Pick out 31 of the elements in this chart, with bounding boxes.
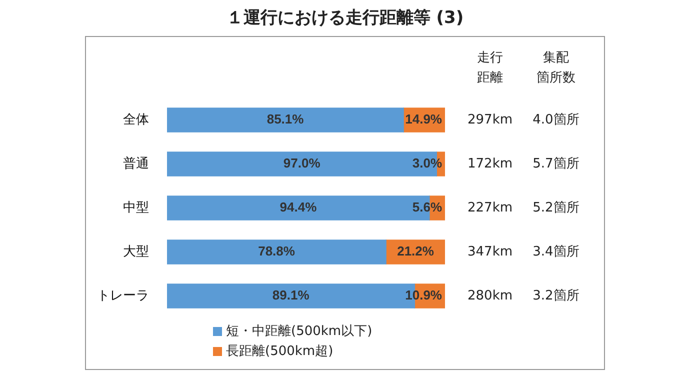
- data-label: 85.1%: [266, 112, 304, 127]
- data-label: 21.2%: [397, 244, 434, 259]
- legend-label: 長距離(500km超): [226, 343, 334, 360]
- data-label: 89.1%: [272, 288, 310, 303]
- y-tick-label: 普通: [123, 155, 149, 172]
- text: 走行: [477, 50, 503, 66]
- text: 距離: [477, 70, 503, 86]
- text: 5.2箇所: [532, 200, 580, 216]
- legend-label: 短・中距離(500km以下): [226, 323, 372, 340]
- text: 172km: [467, 156, 513, 172]
- y-tick-label: 大型: [123, 244, 149, 260]
- text: 箇所数: [536, 70, 576, 86]
- text: 集配: [543, 50, 569, 66]
- text: 280km: [467, 288, 513, 304]
- bar: [167, 240, 386, 264]
- y-tick-label: 全体: [123, 112, 149, 128]
- text: 3.4箇所: [532, 244, 580, 260]
- data-label: 14.9%: [405, 112, 442, 127]
- y-tick-label: トレーラ: [97, 288, 149, 304]
- text: 347km: [467, 244, 513, 260]
- bar: [167, 108, 404, 132]
- text: 4.0箇所: [532, 112, 580, 128]
- text: 227km: [467, 200, 513, 216]
- data-label: 97.0%: [283, 156, 321, 171]
- data-label: 94.4%: [280, 200, 318, 215]
- data-label: 78.8%: [258, 244, 296, 259]
- text: 297km: [467, 112, 513, 128]
- y-tick-label: 中型: [123, 200, 149, 216]
- chart-title: １運行における走行距離等 (3): [225, 7, 465, 29]
- text: 3.2箇所: [532, 288, 580, 304]
- text: 5.7箇所: [532, 156, 580, 172]
